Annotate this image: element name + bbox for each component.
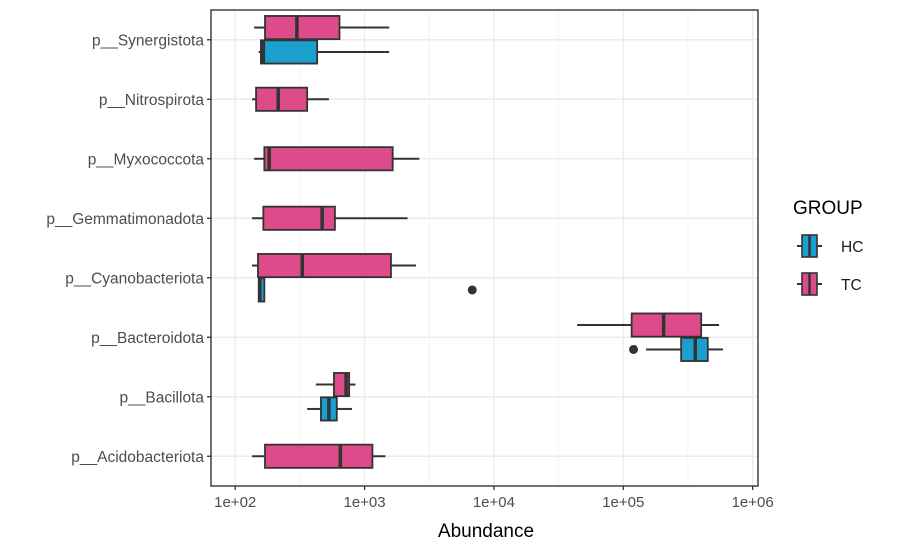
box-p-bacillota-tc [315,372,356,398]
box-p-myxococcota-tc [254,146,420,172]
box-p-synergistota-hc [258,39,390,65]
panel-background [211,10,758,486]
y-tick-label: p__Nitrospirota [99,92,204,109]
y-tick-label: p__Acidobacteriota [71,449,204,466]
box-body [264,15,341,41]
panel-frame [210,9,759,487]
legend-item-tc: TC [797,272,862,296]
legend-label: HC [841,239,863,256]
box-p-cyanobacteriota-tc [252,253,417,279]
box-p-bacillota-hc [307,396,353,422]
legend-item-hc: HC [797,234,863,258]
y-tick-label: p__Bacillota [120,389,205,406]
box-p-bacteroidota-tc [577,312,720,338]
x-axis-title: Abundance [438,521,534,542]
box-p-synergistota-tc [254,15,390,41]
x-axis: 1e+02 1e+03 1e+04 1e+05 1e+06 [214,486,774,511]
box-layer [252,15,724,469]
box-body [255,86,309,112]
y-tick-label: p__Gemmatimonadota [46,211,204,228]
y-tick-label: p__Cyanobacteriota [65,270,204,287]
y-axis: p__Acidobacteriota p__Bacillota p__Bactero… [46,32,211,466]
box-p-bacteroidota-hc [629,336,724,362]
box-p-cyanobacteriota-hc [257,277,477,303]
box-p-gemmatimonadota-tc [252,205,408,231]
x-tick-label: 1e+05 [602,494,644,511]
box-body [263,146,394,172]
plot-panel [211,10,758,486]
box-p-nitrospirota-tc [252,86,329,112]
y-tick-label: p__Myxococcota [88,151,205,168]
x-tick-label: 1e+06 [732,494,774,511]
x-tick-label: 1e+04 [473,494,515,511]
box-body [257,253,392,279]
x-tick-label: 1e+03 [343,494,385,511]
legend: GROUP HC TC [793,198,863,296]
box-outlier-point [467,285,477,295]
panel-border [210,9,759,487]
legend-label: TC [841,277,862,294]
box-body [630,312,703,338]
box-body [264,443,374,469]
y-tick-label: p__Bacteroidota [91,330,204,347]
legend-title: GROUP [793,198,863,219]
box-p-acidobacteriota-tc [252,443,386,469]
grid-lines [211,10,758,486]
box-body [260,39,319,65]
x-tick-label: 1e+02 [214,494,256,511]
y-tick-label: p__Synergistota [92,32,204,49]
box-body [262,205,336,231]
box-outlier-point [629,344,639,354]
